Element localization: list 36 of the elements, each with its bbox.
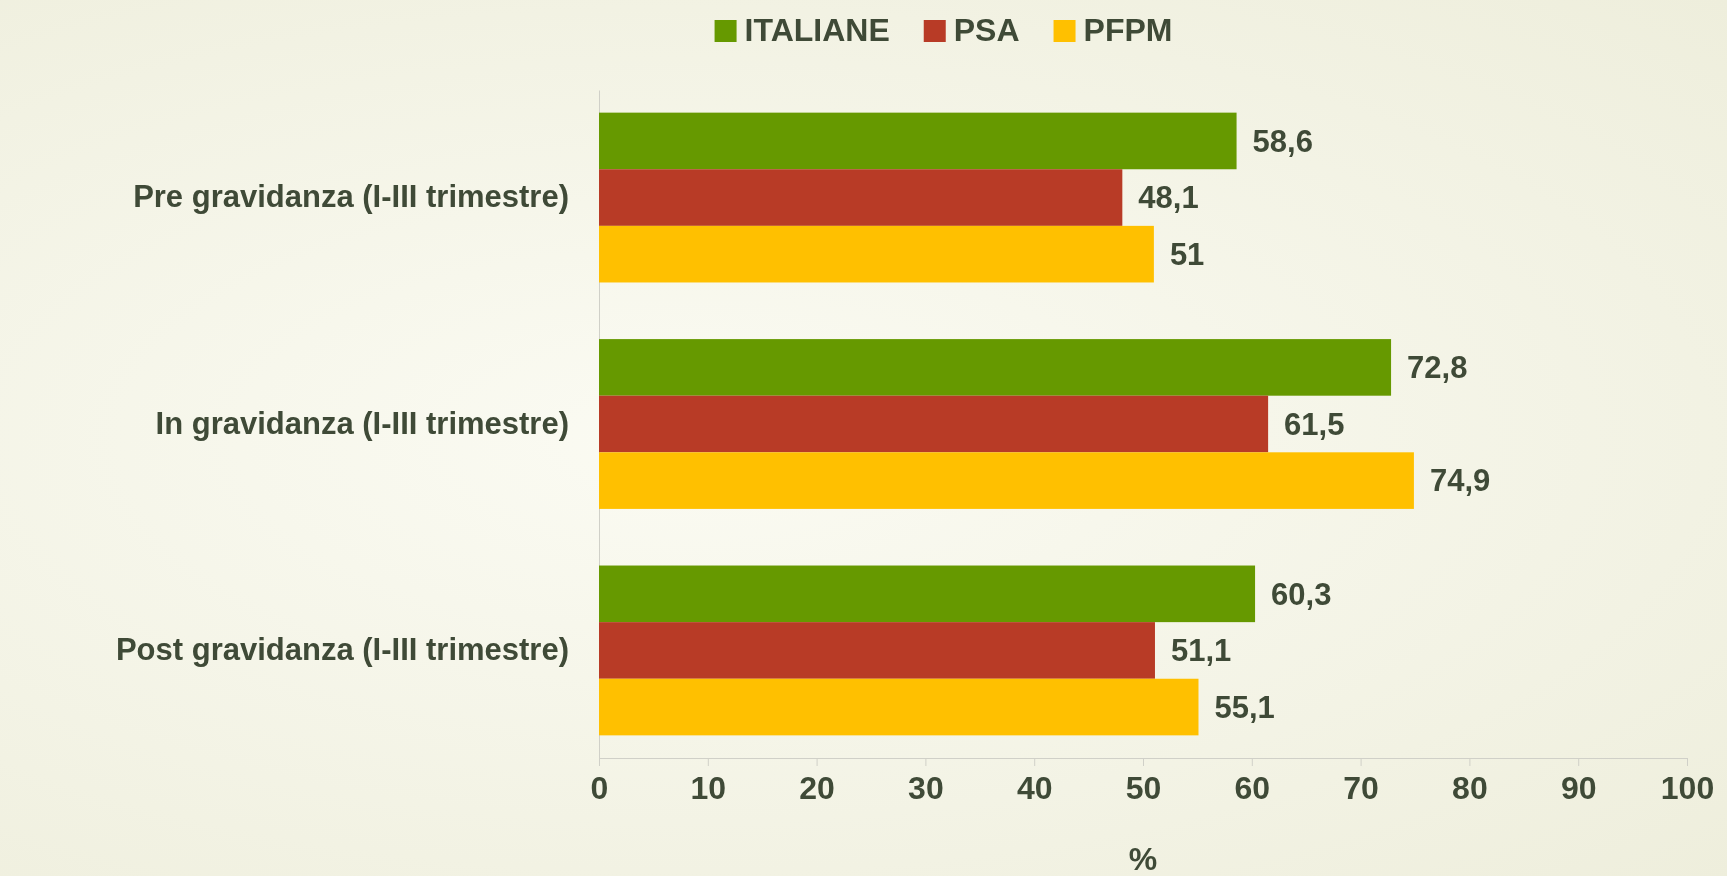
x-tick-label: 0: [590, 769, 609, 806]
y-tick-label: Post gravidanza (I-III trimestre): [115, 632, 569, 668]
data-label: 58,6: [1252, 123, 1313, 159]
bar: [599, 452, 1414, 509]
x-tick-label: 40: [1016, 769, 1053, 806]
bar: [599, 112, 1237, 170]
y-tick-label: In gravidanza (I-III trimestre): [155, 405, 569, 441]
bar: [599, 565, 1256, 623]
x-tick-label: 30: [908, 769, 944, 806]
x-tick-label: 90: [1560, 769, 1597, 806]
x-tick-label: 10: [690, 769, 727, 806]
bar: [599, 678, 1199, 736]
data-label: 55,1: [1214, 689, 1275, 725]
data-label: 72,8: [1407, 350, 1468, 386]
bar: [599, 225, 1154, 283]
legend-label: PSA: [953, 12, 1020, 49]
y-tick-label: Pre gravidanza (I-III trimestre): [133, 179, 569, 215]
data-label: 51,1: [1170, 633, 1232, 669]
x-tick-label: 100: [1660, 769, 1715, 806]
data-label: 51: [1169, 237, 1205, 273]
legend-label: ITALIANE: [744, 12, 890, 49]
data-label: 61,5: [1284, 406, 1345, 442]
bar: [599, 339, 1392, 396]
bar: [599, 169, 1123, 226]
bar: [599, 395, 1269, 453]
x-tick-label: 50: [1125, 769, 1162, 806]
bar: [599, 622, 1155, 679]
data-label: 60,3: [1271, 576, 1332, 612]
legend-label: PFPM: [1083, 12, 1173, 49]
x-axis-title: %: [1128, 841, 1158, 876]
data-label: 74,9: [1429, 463, 1491, 499]
data-label: 48,1: [1138, 180, 1199, 216]
x-tick-label: 60: [1234, 769, 1271, 806]
x-tick-label: 70: [1343, 769, 1379, 806]
x-tick-label: 20: [799, 769, 835, 806]
x-tick-label: 80: [1452, 769, 1488, 806]
